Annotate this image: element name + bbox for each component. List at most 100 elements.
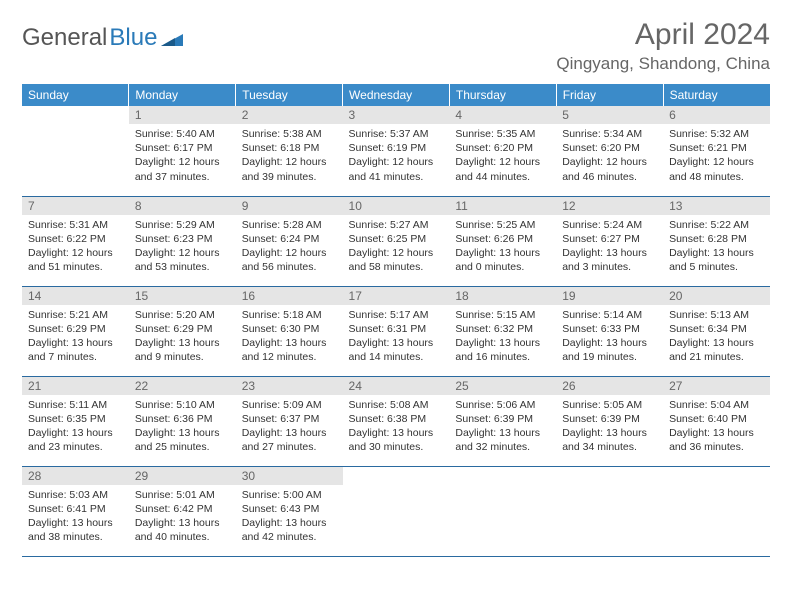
calendar-body: 1Sunrise: 5:40 AMSunset: 6:17 PMDaylight… xyxy=(22,106,770,556)
calendar-day-cell: 10Sunrise: 5:27 AMSunset: 6:25 PMDayligh… xyxy=(343,196,450,286)
day-details: Sunrise: 5:15 AMSunset: 6:32 PMDaylight:… xyxy=(449,305,556,369)
day-number: 29 xyxy=(129,467,236,485)
weekday-header: Monday xyxy=(129,84,236,106)
weekday-header: Friday xyxy=(556,84,663,106)
calendar-day-cell: 16Sunrise: 5:18 AMSunset: 6:30 PMDayligh… xyxy=(236,286,343,376)
day-number: 30 xyxy=(236,467,343,485)
calendar-day-cell: 17Sunrise: 5:17 AMSunset: 6:31 PMDayligh… xyxy=(343,286,450,376)
weekday-header: Tuesday xyxy=(236,84,343,106)
day-number: 27 xyxy=(663,377,770,395)
day-details: Sunrise: 5:22 AMSunset: 6:28 PMDaylight:… xyxy=(663,215,770,279)
page-header: GeneralBlue April 2024 Qingyang, Shandon… xyxy=(22,18,770,74)
day-details: Sunrise: 5:04 AMSunset: 6:40 PMDaylight:… xyxy=(663,395,770,459)
day-number: 11 xyxy=(449,197,556,215)
day-details: Sunrise: 5:14 AMSunset: 6:33 PMDaylight:… xyxy=(556,305,663,369)
calendar-day-cell: 25Sunrise: 5:06 AMSunset: 6:39 PMDayligh… xyxy=(449,376,556,466)
day-details: Sunrise: 5:28 AMSunset: 6:24 PMDaylight:… xyxy=(236,215,343,279)
day-details: Sunrise: 5:21 AMSunset: 6:29 PMDaylight:… xyxy=(22,305,129,369)
day-number: 6 xyxy=(663,106,770,124)
calendar-day-cell: 9Sunrise: 5:28 AMSunset: 6:24 PMDaylight… xyxy=(236,196,343,286)
calendar-day-cell: 12Sunrise: 5:24 AMSunset: 6:27 PMDayligh… xyxy=(556,196,663,286)
calendar-empty-cell xyxy=(22,106,129,196)
logo: GeneralBlue xyxy=(22,18,183,52)
day-details: Sunrise: 5:29 AMSunset: 6:23 PMDaylight:… xyxy=(129,215,236,279)
day-details: Sunrise: 5:18 AMSunset: 6:30 PMDaylight:… xyxy=(236,305,343,369)
calendar-week-row: 21Sunrise: 5:11 AMSunset: 6:35 PMDayligh… xyxy=(22,376,770,466)
day-details: Sunrise: 5:31 AMSunset: 6:22 PMDaylight:… xyxy=(22,215,129,279)
calendar-day-cell: 28Sunrise: 5:03 AMSunset: 6:41 PMDayligh… xyxy=(22,466,129,556)
day-details: Sunrise: 5:08 AMSunset: 6:38 PMDaylight:… xyxy=(343,395,450,459)
calendar-day-cell: 5Sunrise: 5:34 AMSunset: 6:20 PMDaylight… xyxy=(556,106,663,196)
day-details: Sunrise: 5:38 AMSunset: 6:18 PMDaylight:… xyxy=(236,124,343,188)
day-details: Sunrise: 5:05 AMSunset: 6:39 PMDaylight:… xyxy=(556,395,663,459)
day-details: Sunrise: 5:09 AMSunset: 6:37 PMDaylight:… xyxy=(236,395,343,459)
weekday-header: Sunday xyxy=(22,84,129,106)
calendar-day-cell: 21Sunrise: 5:11 AMSunset: 6:35 PMDayligh… xyxy=(22,376,129,466)
calendar-day-cell: 20Sunrise: 5:13 AMSunset: 6:34 PMDayligh… xyxy=(663,286,770,376)
day-number: 17 xyxy=(343,287,450,305)
day-number: 24 xyxy=(343,377,450,395)
day-number: 10 xyxy=(343,197,450,215)
calendar-day-cell: 23Sunrise: 5:09 AMSunset: 6:37 PMDayligh… xyxy=(236,376,343,466)
day-number: 26 xyxy=(556,377,663,395)
day-number: 7 xyxy=(22,197,129,215)
logo-text-blue: Blue xyxy=(109,24,157,52)
day-number: 19 xyxy=(556,287,663,305)
calendar-day-cell: 8Sunrise: 5:29 AMSunset: 6:23 PMDaylight… xyxy=(129,196,236,286)
day-number: 28 xyxy=(22,467,129,485)
calendar-day-cell: 19Sunrise: 5:14 AMSunset: 6:33 PMDayligh… xyxy=(556,286,663,376)
day-details: Sunrise: 5:01 AMSunset: 6:42 PMDaylight:… xyxy=(129,485,236,549)
day-details: Sunrise: 5:34 AMSunset: 6:20 PMDaylight:… xyxy=(556,124,663,188)
calendar-day-cell: 15Sunrise: 5:20 AMSunset: 6:29 PMDayligh… xyxy=(129,286,236,376)
calendar-empty-cell xyxy=(663,466,770,556)
day-details: Sunrise: 5:00 AMSunset: 6:43 PMDaylight:… xyxy=(236,485,343,549)
day-number: 15 xyxy=(129,287,236,305)
day-details: Sunrise: 5:13 AMSunset: 6:34 PMDaylight:… xyxy=(663,305,770,369)
day-number: 21 xyxy=(22,377,129,395)
day-number: 20 xyxy=(663,287,770,305)
calendar-empty-cell xyxy=(343,466,450,556)
logo-triangle-icon xyxy=(161,30,183,46)
weekday-header: Thursday xyxy=(449,84,556,106)
day-number: 25 xyxy=(449,377,556,395)
calendar-day-cell: 7Sunrise: 5:31 AMSunset: 6:22 PMDaylight… xyxy=(22,196,129,286)
calendar-day-cell: 1Sunrise: 5:40 AMSunset: 6:17 PMDaylight… xyxy=(129,106,236,196)
day-number: 16 xyxy=(236,287,343,305)
day-number: 2 xyxy=(236,106,343,124)
day-number: 13 xyxy=(663,197,770,215)
day-details: Sunrise: 5:25 AMSunset: 6:26 PMDaylight:… xyxy=(449,215,556,279)
calendar-day-cell: 11Sunrise: 5:25 AMSunset: 6:26 PMDayligh… xyxy=(449,196,556,286)
calendar-day-cell: 22Sunrise: 5:10 AMSunset: 6:36 PMDayligh… xyxy=(129,376,236,466)
calendar-day-cell: 3Sunrise: 5:37 AMSunset: 6:19 PMDaylight… xyxy=(343,106,450,196)
calendar-empty-cell xyxy=(556,466,663,556)
calendar-day-cell: 18Sunrise: 5:15 AMSunset: 6:32 PMDayligh… xyxy=(449,286,556,376)
day-details: Sunrise: 5:35 AMSunset: 6:20 PMDaylight:… xyxy=(449,124,556,188)
day-details: Sunrise: 5:24 AMSunset: 6:27 PMDaylight:… xyxy=(556,215,663,279)
day-number: 9 xyxy=(236,197,343,215)
calendar-day-cell: 30Sunrise: 5:00 AMSunset: 6:43 PMDayligh… xyxy=(236,466,343,556)
calendar-day-cell: 13Sunrise: 5:22 AMSunset: 6:28 PMDayligh… xyxy=(663,196,770,286)
day-number: 5 xyxy=(556,106,663,124)
logo-text-gray: General xyxy=(22,24,107,52)
day-number: 22 xyxy=(129,377,236,395)
day-details: Sunrise: 5:06 AMSunset: 6:39 PMDaylight:… xyxy=(449,395,556,459)
calendar-day-cell: 14Sunrise: 5:21 AMSunset: 6:29 PMDayligh… xyxy=(22,286,129,376)
day-number: 14 xyxy=(22,287,129,305)
day-details: Sunrise: 5:11 AMSunset: 6:35 PMDaylight:… xyxy=(22,395,129,459)
calendar-head: SundayMondayTuesdayWednesdayThursdayFrid… xyxy=(22,84,770,106)
day-number: 8 xyxy=(129,197,236,215)
day-details: Sunrise: 5:10 AMSunset: 6:36 PMDaylight:… xyxy=(129,395,236,459)
month-title: April 2024 xyxy=(556,18,770,52)
calendar-empty-cell xyxy=(449,466,556,556)
calendar-day-cell: 26Sunrise: 5:05 AMSunset: 6:39 PMDayligh… xyxy=(556,376,663,466)
calendar-week-row: 7Sunrise: 5:31 AMSunset: 6:22 PMDaylight… xyxy=(22,196,770,286)
day-number: 4 xyxy=(449,106,556,124)
calendar-day-cell: 29Sunrise: 5:01 AMSunset: 6:42 PMDayligh… xyxy=(129,466,236,556)
weekday-header: Wednesday xyxy=(343,84,450,106)
day-number: 23 xyxy=(236,377,343,395)
calendar-day-cell: 27Sunrise: 5:04 AMSunset: 6:40 PMDayligh… xyxy=(663,376,770,466)
day-details: Sunrise: 5:03 AMSunset: 6:41 PMDaylight:… xyxy=(22,485,129,549)
calendar-week-row: 1Sunrise: 5:40 AMSunset: 6:17 PMDaylight… xyxy=(22,106,770,196)
day-details: Sunrise: 5:20 AMSunset: 6:29 PMDaylight:… xyxy=(129,305,236,369)
weekday-header: Saturday xyxy=(663,84,770,106)
